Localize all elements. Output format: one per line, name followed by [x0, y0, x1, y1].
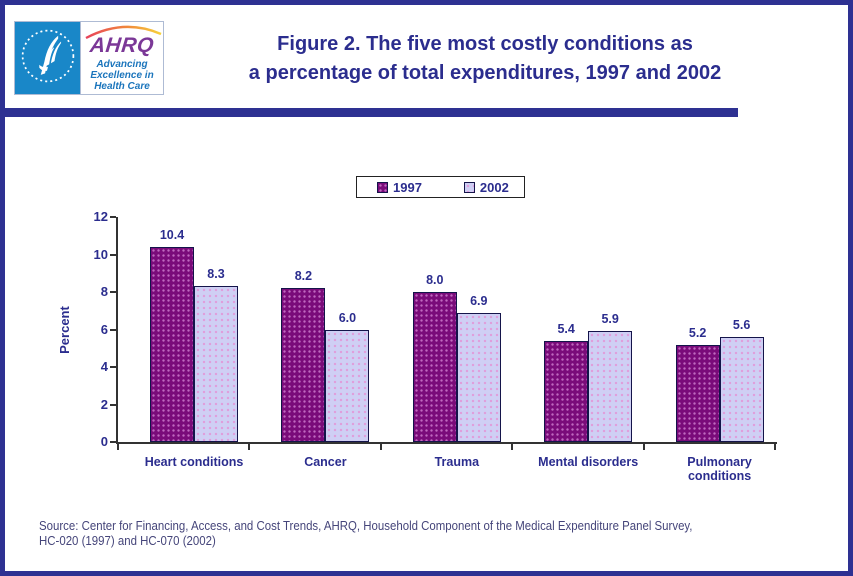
y-tick-mark-2 — [110, 403, 116, 406]
ahrq-wordmark: AHRQ — [88, 34, 156, 57]
ahrq-hhs-logo: AHRQ Advancing Excellence in Health Care — [14, 21, 164, 95]
source-note-line2: HC-020 (1997) and HC-070 (2002) — [39, 532, 216, 548]
bar-value-1997-heart-conditions: 10.4 — [159, 228, 185, 242]
bar-1997-mental-disorders — [544, 340, 589, 442]
bar-value-1997-pulmonary-conditions: 5.2 — [688, 325, 707, 340]
y-tick-label-0: 0 — [100, 434, 108, 449]
bar-1997-trauma — [412, 292, 457, 442]
y-tick-label-2: 2 — [100, 396, 108, 412]
bar-value-1997-cancer: 8.2 — [294, 269, 313, 284]
figure-title: Figure 2. The five most costly condition… — [175, 30, 795, 88]
y-tick-mark-4 — [110, 366, 116, 368]
hhs-seal-panel — [15, 22, 80, 94]
source-note: Source: Center for Financing, Access, an… — [39, 518, 743, 548]
x-tick-mark-3 — [511, 444, 514, 450]
category-label-mental-disorders: Mental disorders — [538, 455, 639, 469]
y-tick-label-12: 12 — [93, 209, 108, 224]
bar-1997-heart-conditions — [150, 247, 194, 442]
x-tick-mark-2 — [379, 444, 382, 450]
x-tick-mark-4 — [642, 444, 645, 450]
category-label-pulmonary-conditions: Pulmonary conditions — [687, 455, 752, 483]
bar-1997-pulmonary-conditions — [675, 344, 720, 442]
ahrq-logo-panel: AHRQ Advancing Excellence in Health Care — [80, 22, 163, 94]
y-tick-mark-8 — [110, 291, 116, 293]
category-label-cancer: Cancer — [304, 455, 347, 469]
x-tick-mark-5 — [774, 444, 776, 450]
bar-value-2002-pulmonary-conditions: 5.6 — [732, 318, 751, 332]
legend-item-1997: 1997 — [377, 180, 422, 195]
bar-2002-mental-disorders — [588, 331, 633, 442]
bar-2002-pulmonary-conditions — [719, 337, 764, 442]
x-tick-mark-0 — [117, 444, 119, 450]
legend-swatch-1 — [463, 181, 475, 193]
bar-2002-heart-conditions — [194, 286, 238, 442]
header-divider-bar — [5, 108, 738, 117]
y-tick-label-4: 4 — [100, 359, 108, 374]
y-tick-label-8: 8 — [100, 284, 108, 299]
y-tick-mark-10 — [110, 253, 116, 256]
y-tick-mark-12 — [110, 216, 116, 218]
category-label-trauma: Trauma — [434, 455, 480, 469]
bar-2002-trauma — [456, 312, 501, 442]
chart-legend: 1997 2002 — [356, 176, 525, 198]
source-note-line1: Source: Center for Financing, Access, an… — [39, 518, 693, 533]
bar-value-2002-trauma: 6.9 — [470, 293, 488, 308]
ahrq-tagline: Advancing Excellence in Health Care — [90, 59, 154, 92]
plot-area: Percent 0 2 4 6 8 10 12 10.4 8.3 Heart conditions… — [57, 209, 777, 483]
x-axis-line — [116, 442, 777, 444]
legend-item-2002: 2002 — [463, 179, 509, 195]
y-axis-title: Percent — [57, 306, 72, 354]
y-tick-mark-6 — [110, 328, 116, 331]
hhs-eagle-icon — [19, 27, 77, 90]
bar-1997-cancer — [281, 288, 326, 442]
x-tick-mark-1 — [248, 444, 251, 450]
y-tick-mark-0 — [110, 441, 116, 443]
figure-title-line2: a percentage of total expenditures, 1997… — [248, 62, 722, 84]
y-axis-line — [116, 217, 118, 444]
legend-label-2002: 2002 — [479, 179, 509, 195]
y-tick-label-10: 10 — [93, 246, 108, 262]
bar-value-2002-cancer: 6.0 — [338, 310, 357, 325]
bar-2002-cancer — [325, 329, 370, 442]
bar-value-1997-mental-disorders: 5.4 — [557, 321, 575, 336]
ahrq-arc-icon — [84, 25, 163, 45]
y-tick-label-6: 6 — [100, 321, 108, 337]
figure-title-line1: Figure 2. The five most costly condition… — [277, 33, 693, 55]
bar-value-2002-heart-conditions: 8.3 — [207, 267, 225, 282]
category-label-heart-conditions: Heart conditions — [144, 455, 244, 469]
bar-value-2002-mental-disorders: 5.9 — [601, 312, 619, 327]
legend-swatch-0 — [377, 181, 388, 193]
legend-label-1997: 1997 — [393, 179, 422, 195]
bar-value-1997-trauma: 8.0 — [426, 273, 444, 287]
